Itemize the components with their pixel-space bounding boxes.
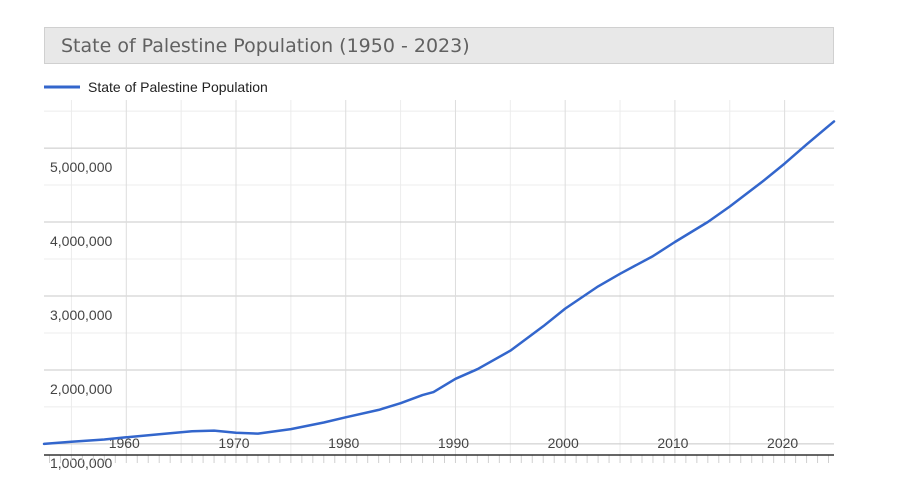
- x-tick-label: 2000: [548, 435, 579, 451]
- legend: State of Palestine Population: [44, 79, 268, 95]
- x-axis-ticks: 1960 1970 1980 1990 2000 2010 2020: [48, 435, 830, 463]
- x-tick-label: 1990: [438, 435, 469, 451]
- y-tick-label: 1,000,000: [50, 455, 112, 471]
- series-group: [42, 120, 836, 446]
- series-line-state-of-palestine-population: [42, 120, 836, 446]
- x-tick-label: 1980: [328, 435, 359, 451]
- x-tick-label: 2020: [767, 435, 798, 451]
- legend-label: State of Palestine Population: [88, 79, 268, 95]
- x-tick-label: 1970: [218, 435, 249, 451]
- x-tick-label: 2010: [657, 435, 688, 451]
- y-tick-label: 5,000,000: [50, 159, 112, 175]
- minor-gridlines: [44, 100, 834, 455]
- y-tick-label: 3,000,000: [50, 307, 112, 323]
- chart-title: State of Palestine Population (1950 - 20…: [44, 27, 834, 64]
- y-axis-ticks: 1,000,000 2,000,000 3,000,000 4,000,000 5,00…: [50, 159, 112, 471]
- major-gridlines: [44, 100, 834, 455]
- y-tick-label: 2,000,000: [50, 381, 112, 397]
- y-tick-label: 4,000,000: [50, 233, 112, 249]
